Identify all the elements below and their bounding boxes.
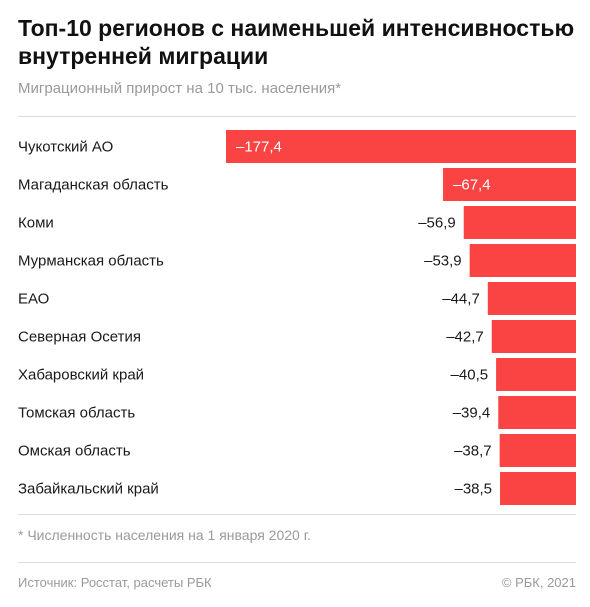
- footer-divider: [18, 562, 576, 563]
- bar-chart: Чукотский АО –177,4 Магаданская область –67…: [18, 130, 576, 505]
- chart-subtitle: Миграционный прирост на 10 тыс. населени…: [18, 80, 342, 97]
- bar: [499, 434, 576, 467]
- value-label: –177,4: [236, 139, 282, 156]
- category-label: Томская область: [18, 405, 135, 422]
- category-label: Омская область: [18, 443, 131, 460]
- value-label: –56,9: [418, 215, 456, 232]
- copyright: © РБК, 2021: [501, 575, 576, 590]
- chart-title: Топ-10 регионов с наименьшей интенсивнос…: [18, 15, 575, 69]
- bar: [487, 282, 576, 315]
- bar: [491, 320, 576, 353]
- category-label: Забайкальский край: [18, 481, 159, 498]
- bar: [496, 358, 576, 391]
- value-label: –38,7: [454, 443, 492, 460]
- value-label: –42,7: [446, 329, 484, 346]
- bar: [500, 472, 576, 505]
- category-label: Мурманская область: [18, 253, 164, 270]
- top-divider: [18, 116, 576, 117]
- category-label: Магаданская область: [18, 177, 169, 194]
- value-label: –38,5: [454, 481, 492, 498]
- category-label: Северная Осетия: [18, 329, 141, 346]
- category-label: Хабаровский край: [18, 367, 144, 384]
- value-label: –39,4: [453, 405, 491, 422]
- value-label: –67,4: [453, 177, 491, 194]
- bottom-divider: [18, 514, 576, 515]
- bar: [443, 168, 576, 201]
- value-label: –44,7: [442, 291, 480, 308]
- category-label: ЕАО: [18, 291, 49, 308]
- source-note: Источник: Росстат, расчеты РБК: [18, 575, 212, 590]
- footnote: * Численность населения на 1 января 2020…: [18, 527, 311, 543]
- category-label: Чукотский АО: [18, 139, 113, 156]
- bar: [498, 396, 576, 429]
- bar: [463, 206, 576, 239]
- value-label: –53,9: [424, 253, 462, 270]
- bar: [226, 130, 576, 163]
- value-label: –40,5: [451, 367, 489, 384]
- bar: [469, 244, 576, 277]
- category-label: Коми: [18, 215, 54, 232]
